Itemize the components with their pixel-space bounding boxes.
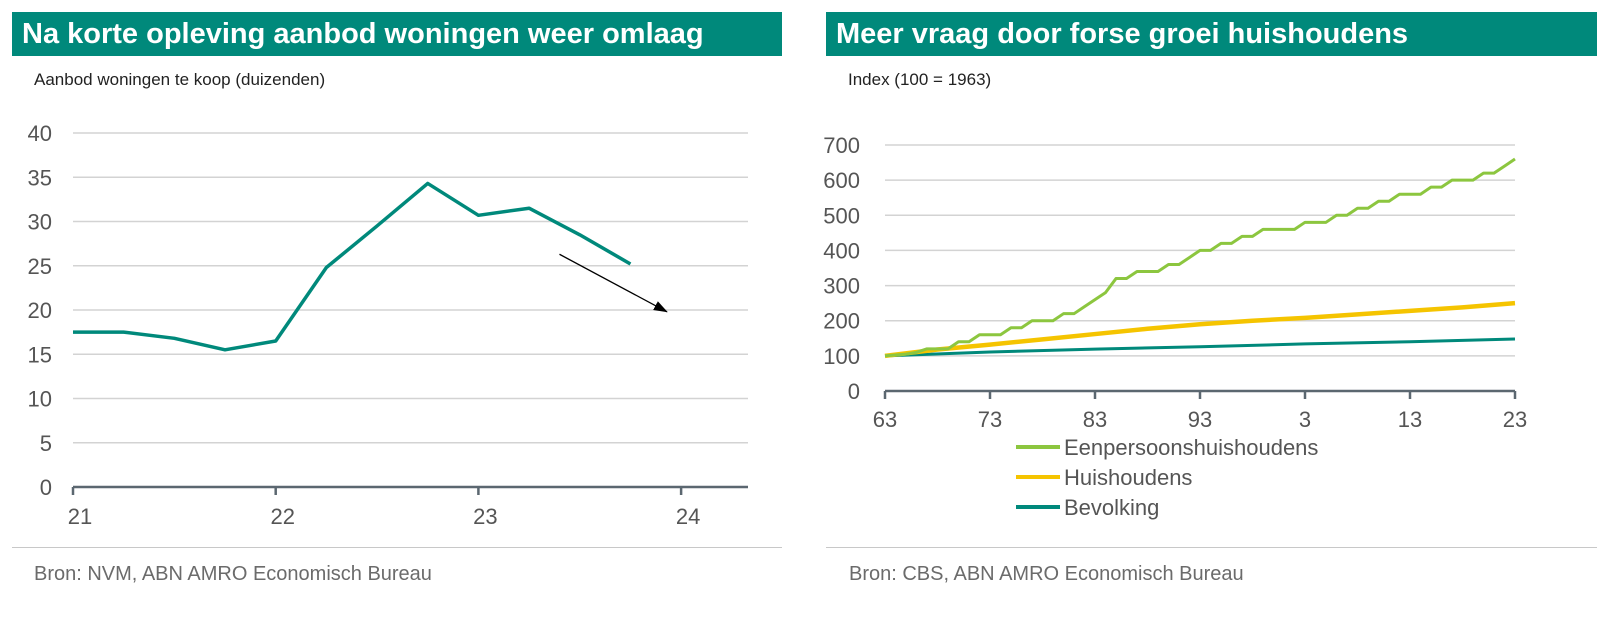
left-y-tick-label: 0 [40,475,52,500]
right-x-tick-label: 83 [1083,407,1107,432]
right-x-tick-label: 13 [1398,407,1422,432]
left-y-tick-label: 30 [28,210,52,235]
left-source-divider [12,547,782,548]
left-y-tick-label: 40 [28,121,52,146]
right-y-axis-label: Index (100 = 1963) [848,70,992,89]
left-source: Bron: NVM, ABN AMRO Economisch Bureau [34,563,432,585]
right-y-tick-label: 700 [823,133,860,158]
right-y-tick-label: 600 [823,168,860,193]
right-x-tick-label: 3 [1299,407,1311,432]
left-y-axis-label: Aanbod woningen te koop (duizenden) [34,70,326,89]
left-chart-title: Na korte opleving aanbod woningen weer o… [12,12,782,56]
left-x-tick-label: 22 [270,504,294,529]
right-x-tick-label: 23 [1503,407,1527,432]
right-x-tick-label: 63 [873,407,897,432]
series-line-huishoudens [884,300,1516,359]
legend-label-eenpersoonshuishoudens: Eenpersoonshuishoudens [1064,435,1318,460]
left-x-tick-label: 23 [473,504,497,529]
right-chart-title: Meer vraag door forse groei huishoudens [826,12,1597,56]
right-y-tick-label: 500 [823,203,860,228]
left-panel: Na korte opleving aanbod woningen weer o… [12,12,782,90]
left-y-tick-label: 20 [28,298,52,323]
left-y-tick-label: 15 [28,342,52,367]
trend-arrow [559,253,668,313]
right-y-tick-label: 400 [823,238,860,263]
legend-label-huishoudens: Huishoudens [1064,465,1192,490]
series-line-bevolking [884,337,1516,358]
left-y-tick-label: 25 [28,254,52,279]
right-y-tick-label: 200 [823,309,860,334]
left-x-tick-label: 21 [68,504,92,529]
right-y-tick-label: 300 [823,274,860,299]
left-y-tick-label: 10 [28,387,52,412]
left-x-tick-label: 24 [676,504,700,529]
supply-series-line [73,181,632,352]
right-source-divider [826,547,1597,548]
right-y-tick-label: 0 [848,379,860,404]
left-y-tick-label: 35 [28,165,52,190]
right-y-tick-label: 100 [823,344,860,369]
right-x-tick-label: 93 [1188,407,1212,432]
right-x-tick-label: 73 [978,407,1002,432]
right-source: Bron: CBS, ABN AMRO Economisch Bureau [849,563,1244,585]
right-panel: Meer vraag door forse groei huishoudens … [826,12,1597,90]
series-line-eenpersoonshuishoudens [884,157,1516,358]
left-y-tick-label: 5 [40,431,52,456]
legend-label-bevolking: Bevolking [1064,495,1159,520]
